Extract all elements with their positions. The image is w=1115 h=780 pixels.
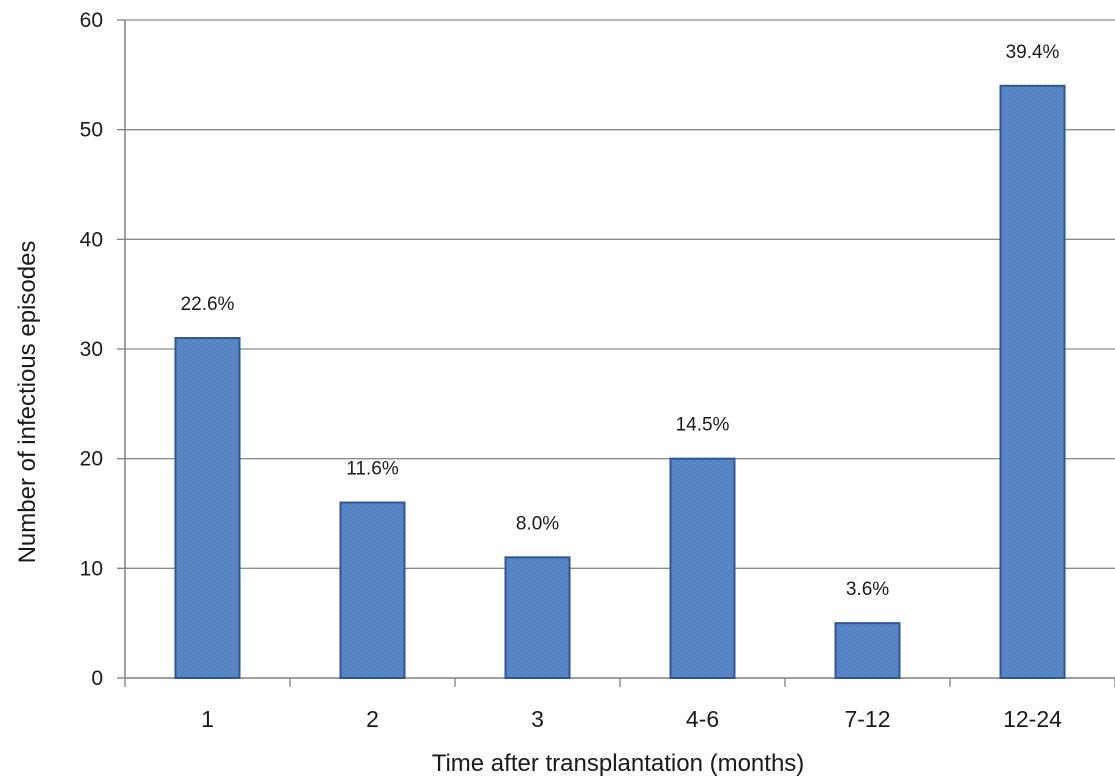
y-axis-title: Number of infectious episodes [14, 241, 41, 564]
y-tick-label: 60 [80, 9, 103, 32]
bar [999, 84, 1066, 680]
x-tick-label: 12-24 [1003, 706, 1062, 732]
data-label: 11.6% [346, 459, 399, 480]
data-label: 8.0% [516, 513, 559, 534]
y-tick-label: 10 [80, 557, 103, 580]
x-axis-title: Time after transplantation (months) [432, 750, 805, 777]
data-label: 3.6% [846, 579, 889, 600]
x-tick-label: 2 [366, 706, 379, 732]
y-tick-label: 20 [80, 448, 103, 471]
data-label: 39.4% [1006, 42, 1060, 63]
bars [174, 84, 1066, 680]
y-tick-label: 0 [91, 667, 103, 690]
bar [504, 556, 571, 679]
y-tick-label: 50 [80, 119, 103, 142]
x-tick-label: 4-6 [686, 706, 719, 732]
data-label: 22.6% [181, 294, 235, 315]
bar [669, 457, 736, 679]
x-tick-label: 7-12 [844, 706, 890, 732]
x-tick-label: 1 [201, 706, 214, 732]
gridlines [125, 19, 1115, 569]
bar [834, 622, 901, 680]
data-label: 14.5% [676, 415, 730, 436]
y-tick-label: 40 [80, 228, 103, 251]
bar [174, 337, 241, 679]
y-tick-label: 30 [80, 338, 103, 361]
labels: 0 10 20 30 40 50 60 22.6% 1 11.6% 2 8.0% 3 14.5% 4-6 3.… [80, 9, 1062, 732]
bar [339, 501, 406, 679]
x-tick-label: 3 [531, 706, 544, 732]
axes [117, 19, 1115, 687]
